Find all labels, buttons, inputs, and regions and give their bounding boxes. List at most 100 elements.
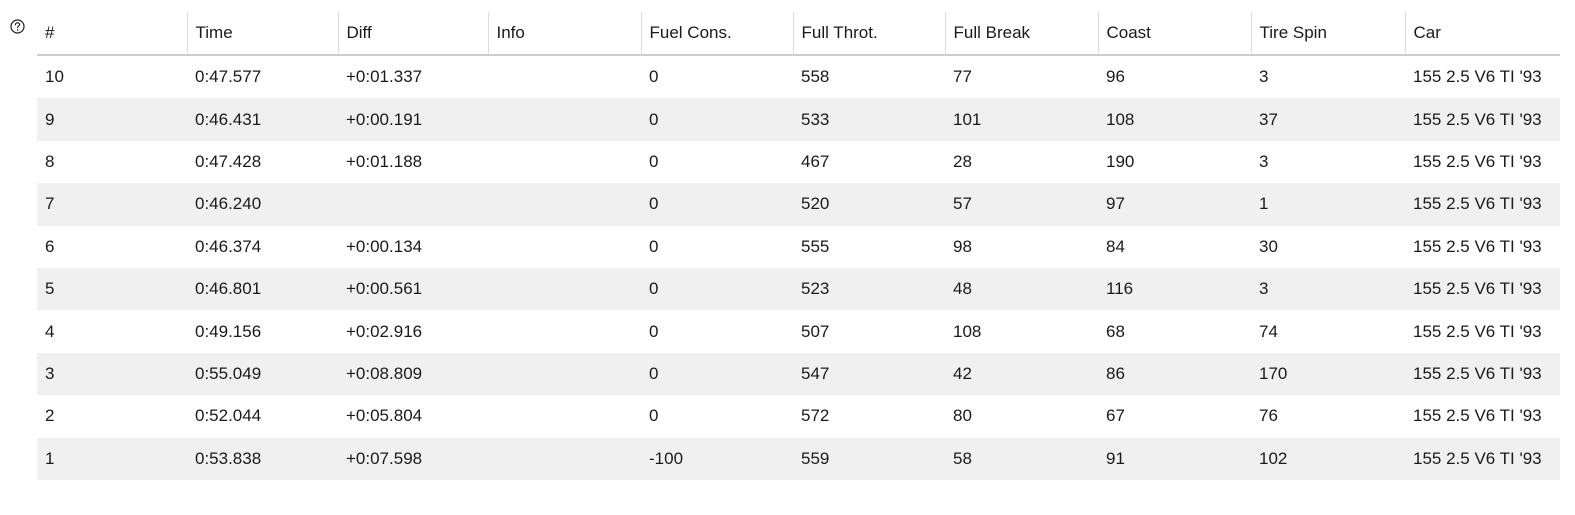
- lap-info-cell: [488, 183, 641, 226]
- lap-diff-cell: +0:01.337: [346, 67, 423, 87]
- car-cell: 155 2.5 V6 TI '93: [1413, 236, 1542, 256]
- table-row[interactable]: 3 0:55.049 +0:08.809 0 547 42 86 170 155 2.5 V6 …: [37, 352, 1560, 396]
- lap-info-cell: [488, 226, 641, 268]
- lap-diff-cell: +0:00.191: [338, 98, 488, 141]
- lap-number-cell: 7: [37, 183, 187, 226]
- table-row[interactable]: 7 0:46.240 0 520 57 97 1 155 2.5 V6 TI '93: [37, 183, 1560, 226]
- fuel-cons-cell: 0: [649, 406, 659, 426]
- fuel-cons-cell: 0: [649, 236, 659, 256]
- table-row[interactable]: 5 0:46.801 +0:00.561 0 523 48 116 3 155 2.5 V6 T…: [37, 267, 1560, 311]
- car-cell: 155 2.5 V6 TI '93: [1405, 98, 1560, 141]
- full-throttle-cell: 558: [801, 67, 830, 87]
- full-break-cell: 28: [953, 151, 972, 171]
- column-header-tire-spin[interactable]: Tire Spin: [1250, 12, 1405, 56]
- column-header-fuel-cons[interactable]: Fuel Cons.: [640, 12, 793, 56]
- car-cell: 155 2.5 V6 TI '93: [1405, 267, 1560, 311]
- lap-diff-cell: +0:08.809: [338, 352, 488, 396]
- table-row[interactable]: 6 0:46.374 +0:00.134 0 555 98 84 30 155 2.5 V6 T…: [37, 226, 1560, 268]
- coast-cell: 190: [1106, 151, 1135, 171]
- lap-diff-cell: +0:02.916: [346, 321, 423, 341]
- table-row[interactable]: 4 0:49.156 +0:02.916 0 507 108 68 74 155 2.5 V6 …: [37, 310, 1560, 352]
- lap-diff-cell: +0:07.598: [338, 437, 488, 480]
- lap-diff-cell: +0:00.134: [346, 236, 423, 256]
- fuel-cons-cell: 0: [641, 352, 793, 396]
- lap-number-cell: 10: [45, 67, 64, 87]
- full-throttle-cell: 523: [793, 267, 945, 311]
- lap-time-cell: 0:46.431: [187, 98, 338, 141]
- lap-number-cell: 2: [45, 406, 55, 426]
- column-header-car[interactable]: Car: [1404, 12, 1560, 56]
- lap-info-cell: [488, 310, 641, 352]
- lap-diff-cell: +0:05.804: [346, 406, 423, 426]
- full-break-cell: 77: [953, 67, 972, 87]
- full-throttle-cell: 572: [801, 406, 830, 426]
- table-row[interactable]: 10 0:47.577 +0:01.337 0 558 77 96 3 155 2.5 V6 T…: [37, 55, 1560, 98]
- fuel-cons-cell: -100: [641, 437, 793, 480]
- lap-number-cell: 3: [37, 352, 187, 396]
- lap-number-cell: 6: [45, 236, 55, 256]
- table-row[interactable]: 9 0:46.431 +0:00.191 0 533 101 108 37 155 2.5 V6…: [37, 98, 1560, 141]
- lap-time-cell: 0:46.240: [187, 183, 338, 226]
- lap-diff-cell: +0:01.188: [346, 151, 423, 171]
- car-cell: 155 2.5 V6 TI '93: [1413, 321, 1542, 341]
- car-cell: 155 2.5 V6 TI '93: [1405, 437, 1560, 480]
- fuel-cons-cell: 0: [641, 98, 793, 141]
- full-break-cell: 57: [945, 183, 1098, 226]
- column-header-time[interactable]: Time: [186, 12, 338, 56]
- lap-number-cell: 8: [45, 151, 55, 171]
- laps-table: # Time Diff Info Fuel Cons. Full Throt. …: [37, 12, 1560, 480]
- lap-time-cell: 0:46.801: [187, 267, 338, 311]
- column-header-diff[interactable]: Diff: [337, 12, 488, 56]
- table-row[interactable]: 8 0:47.428 +0:01.188 0 467 28 190 3 155 2.5 V6 T…: [37, 141, 1560, 183]
- coast-cell: 86: [1098, 352, 1251, 396]
- lap-info-cell: [488, 267, 641, 311]
- table-row[interactable]: 1 0:53.838 +0:07.598 -100 559 58 91 102 155 2.5 …: [37, 437, 1560, 480]
- lap-info-cell: [488, 55, 641, 98]
- full-throttle-cell: 555: [801, 236, 830, 256]
- tire-spin-cell: 30: [1259, 236, 1278, 256]
- car-cell: 155 2.5 V6 TI '93: [1413, 151, 1542, 171]
- column-header-full-break[interactable]: Full Break: [944, 12, 1098, 56]
- full-break-cell: 101: [945, 98, 1098, 141]
- lap-time-cell: 0:47.577: [195, 67, 262, 87]
- tire-spin-cell: 170: [1251, 352, 1405, 396]
- lap-time-cell: 0:46.374: [195, 236, 262, 256]
- car-cell: 155 2.5 V6 TI '93: [1413, 406, 1542, 426]
- tire-spin-cell: 74: [1259, 321, 1278, 341]
- fuel-cons-cell: 0: [649, 67, 659, 87]
- lap-number-cell: 5: [37, 267, 187, 311]
- full-break-cell: 58: [945, 437, 1098, 480]
- fuel-cons-cell: 0: [641, 183, 793, 226]
- full-break-cell: 80: [953, 406, 972, 426]
- coast-cell: 116: [1098, 267, 1251, 311]
- header-row: # Time Diff Info Fuel Cons. Full Throt. …: [37, 12, 1560, 56]
- column-header-number[interactable]: #: [37, 12, 187, 56]
- lap-number-cell: 9: [37, 98, 187, 141]
- coast-cell: 96: [1106, 67, 1125, 87]
- coast-cell: 91: [1098, 437, 1251, 480]
- column-header-info[interactable]: Info: [487, 12, 641, 56]
- lap-number-cell: 4: [45, 321, 55, 341]
- full-break-cell: 48: [945, 267, 1098, 311]
- tire-spin-cell: 102: [1251, 437, 1405, 480]
- car-cell: 155 2.5 V6 TI '93: [1405, 183, 1560, 226]
- coast-cell: 68: [1106, 321, 1125, 341]
- full-throttle-cell: 559: [793, 437, 945, 480]
- full-throttle-cell: 533: [793, 98, 945, 141]
- full-break-cell: 108: [953, 321, 982, 341]
- tire-spin-cell: 3: [1251, 267, 1405, 311]
- coast-cell: 108: [1098, 98, 1251, 141]
- lap-number-cell: 1: [37, 437, 187, 480]
- full-throttle-cell: 520: [793, 183, 945, 226]
- column-header-full-throttle[interactable]: Full Throt.: [792, 12, 945, 56]
- column-header-coast[interactable]: Coast: [1097, 12, 1251, 56]
- question-circle-icon[interactable]: [10, 19, 25, 34]
- fuel-cons-cell: 0: [641, 267, 793, 311]
- fuel-cons-cell: 0: [649, 321, 659, 341]
- table-row[interactable]: 2 0:52.044 +0:05.804 0 572 80 67 76 155 2.5 V6 T…: [37, 395, 1560, 437]
- full-break-cell: 42: [945, 352, 1098, 396]
- lap-info-cell: [488, 352, 641, 396]
- tire-spin-cell: 76: [1259, 406, 1278, 426]
- full-throttle-cell: 467: [801, 151, 830, 171]
- lap-info-cell: [488, 395, 641, 437]
